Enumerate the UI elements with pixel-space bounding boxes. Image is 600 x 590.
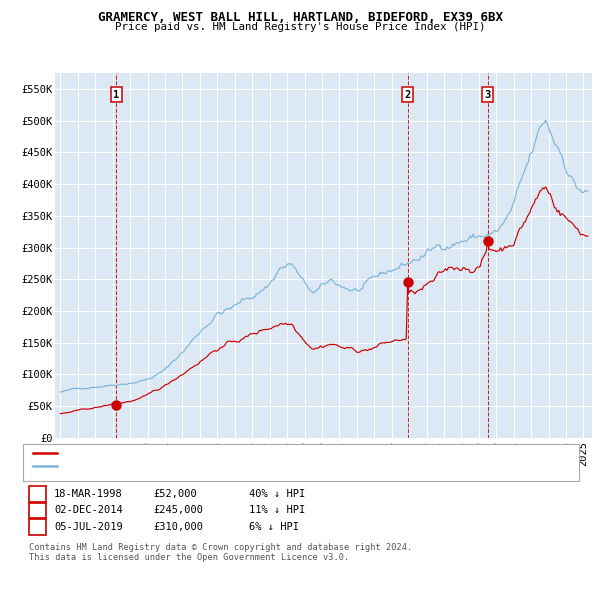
Text: 05-JUL-2019: 05-JUL-2019 [54, 522, 123, 532]
Text: Price paid vs. HM Land Registry's House Price Index (HPI): Price paid vs. HM Land Registry's House … [115, 22, 485, 32]
Text: £245,000: £245,000 [153, 506, 203, 515]
Text: GRAMERCY, WEST BALL HILL, HARTLAND, BIDEFORD, EX39 6BX: GRAMERCY, WEST BALL HILL, HARTLAND, BIDE… [97, 11, 503, 24]
Text: 1: 1 [113, 90, 119, 100]
Text: 2: 2 [34, 506, 40, 515]
Text: 3: 3 [34, 522, 40, 532]
Text: GRAMERCY, WEST BALL HILL, HARTLAND, BIDEFORD, EX39 6BX (detached house): GRAMERCY, WEST BALL HILL, HARTLAND, BIDE… [60, 448, 477, 458]
Text: £310,000: £310,000 [153, 522, 203, 532]
Text: 11% ↓ HPI: 11% ↓ HPI [249, 506, 305, 515]
Text: Contains HM Land Registry data © Crown copyright and database right 2024.: Contains HM Land Registry data © Crown c… [29, 543, 412, 552]
Text: 02-DEC-2014: 02-DEC-2014 [54, 506, 123, 515]
Text: £52,000: £52,000 [153, 489, 197, 499]
Text: This data is licensed under the Open Government Licence v3.0.: This data is licensed under the Open Gov… [29, 553, 349, 562]
Text: 40% ↓ HPI: 40% ↓ HPI [249, 489, 305, 499]
Text: 2: 2 [404, 90, 411, 100]
Text: 18-MAR-1998: 18-MAR-1998 [54, 489, 123, 499]
Text: 6% ↓ HPI: 6% ↓ HPI [249, 522, 299, 532]
Text: 3: 3 [484, 90, 491, 100]
Text: 1: 1 [34, 489, 40, 499]
Text: HPI: Average price, detached house, Torridge: HPI: Average price, detached house, Torr… [60, 461, 319, 471]
